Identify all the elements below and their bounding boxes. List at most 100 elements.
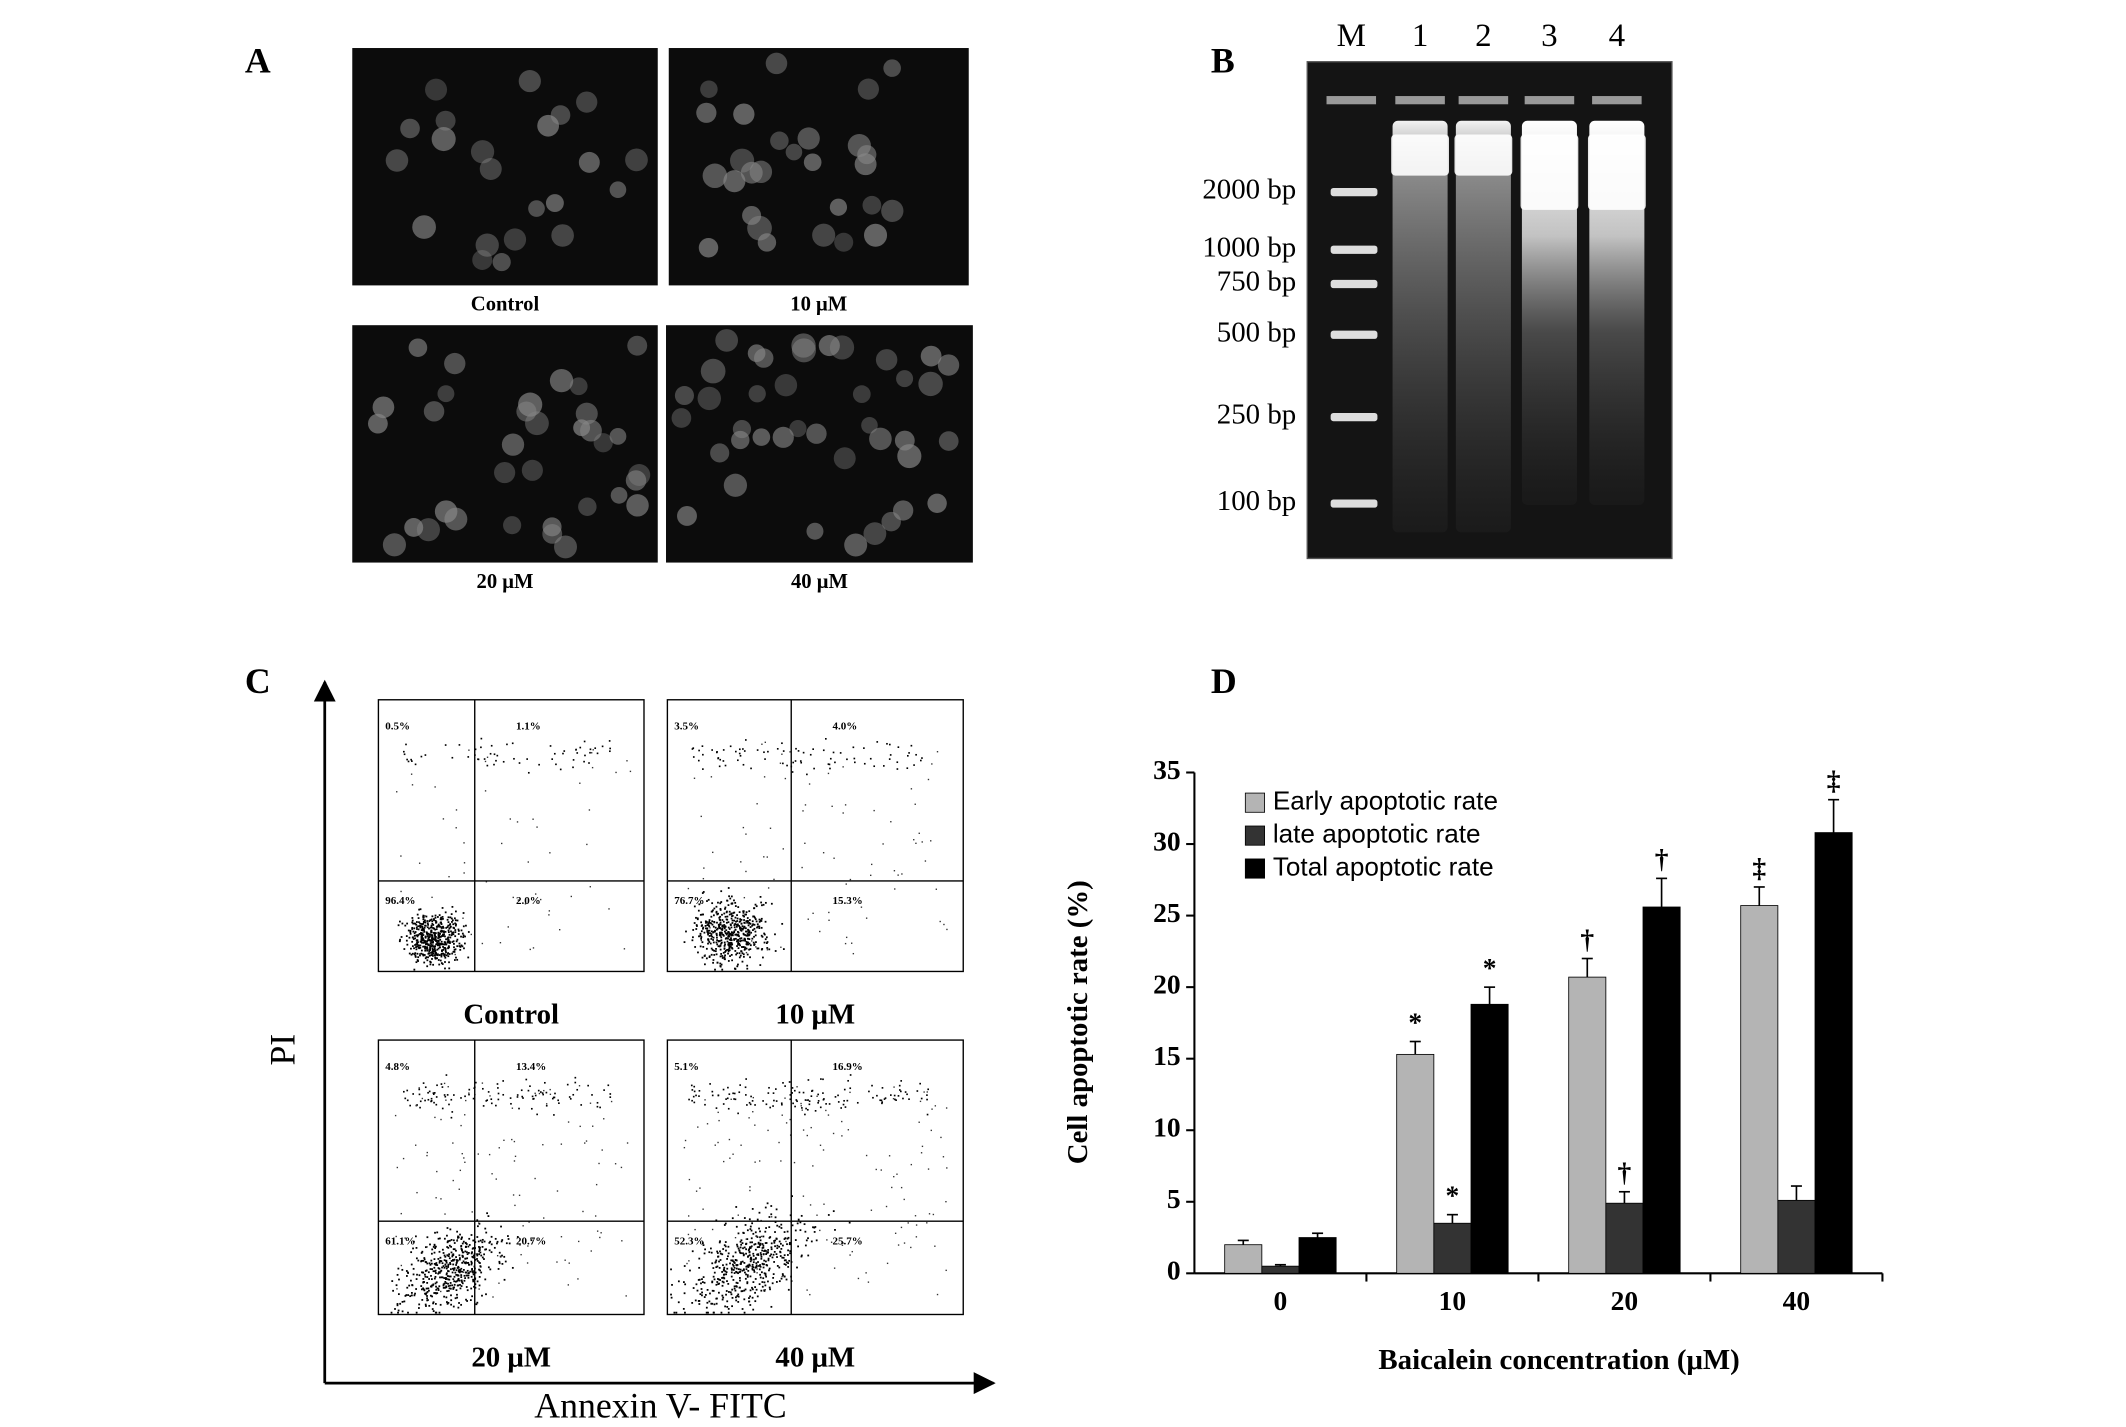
event-dot [766, 949, 769, 951]
event-dot [750, 1095, 752, 1098]
cell [789, 420, 807, 438]
event-dot [438, 963, 441, 966]
cell [609, 428, 627, 445]
quadrant-percent: 52.3% [674, 1235, 704, 1247]
event-dot [414, 922, 417, 925]
event-dot [427, 936, 430, 939]
event-dot [432, 948, 434, 951]
event-dot [436, 916, 439, 918]
event-dot [841, 1244, 844, 1246]
event-dot [748, 1250, 751, 1253]
flow-plot: 4.8% 13.4%61.1% 20.7% [377, 1039, 645, 1316]
event-dot [726, 949, 728, 951]
event-dot [429, 945, 432, 947]
event-dot [742, 1269, 745, 1271]
event-dot [416, 1273, 418, 1276]
event-dot [766, 941, 769, 943]
event-dot [457, 929, 460, 932]
event-dot [744, 934, 747, 936]
event-dot [787, 1266, 790, 1268]
event-dot [437, 1258, 440, 1260]
event-dot [464, 1114, 466, 1116]
event-dot [725, 1249, 727, 1252]
event-dot [490, 1251, 493, 1254]
event-dot [697, 759, 700, 762]
event-dot [791, 1195, 793, 1198]
event-dot [426, 1236, 429, 1239]
event-dot [562, 752, 564, 755]
event-dot [460, 1303, 463, 1306]
y-tick-label: 10 [1153, 1113, 1181, 1143]
significance-mark: † [1618, 1158, 1632, 1188]
event-dot [434, 956, 437, 959]
event-dot [481, 1256, 484, 1259]
cell [844, 533, 868, 557]
cell [829, 198, 848, 216]
event-dot [485, 1231, 488, 1234]
event-dot [697, 1126, 699, 1128]
event-dot [440, 955, 443, 958]
event-dot [737, 1295, 740, 1298]
event-dot [730, 1293, 733, 1296]
event-dot [453, 927, 456, 930]
event-dot [759, 1239, 762, 1242]
event-dot [743, 922, 746, 924]
event-dot [438, 944, 441, 947]
event-dot [450, 1245, 453, 1248]
event-dot [880, 1099, 883, 1102]
event-dot [744, 939, 747, 942]
lane-label: 3 [1541, 18, 1558, 54]
event-dot [756, 1236, 759, 1238]
event-dot [677, 1301, 680, 1304]
event-dot [724, 906, 727, 909]
event-dot [516, 1236, 519, 1238]
event-dot [695, 1283, 698, 1286]
cell [385, 149, 409, 172]
event-dot [454, 922, 457, 925]
event-dot [436, 1231, 439, 1234]
event-dot [587, 1084, 589, 1087]
dna-band [1454, 134, 1513, 176]
event-dot [460, 929, 463, 932]
event-dot [751, 1222, 754, 1225]
event-dot [457, 1265, 460, 1268]
event-dot [450, 930, 452, 933]
event-dot [418, 1274, 421, 1277]
event-dot [764, 1289, 766, 1291]
event-dot [400, 936, 403, 938]
event-dot [675, 1311, 678, 1314]
event-dot [404, 924, 407, 927]
event-dot [784, 1097, 786, 1099]
event-dot [423, 1281, 425, 1283]
event-dot [746, 934, 749, 937]
event-dot [424, 949, 427, 952]
event-dot [779, 1255, 782, 1257]
event-dot [687, 887, 690, 890]
event-dot [418, 1307, 420, 1309]
event-dot [413, 927, 416, 930]
quadrant-percent: 2.0% [516, 895, 541, 907]
event-dot [431, 939, 434, 942]
event-dot [438, 1267, 441, 1270]
event-dot [460, 944, 463, 947]
event-dot [750, 767, 752, 770]
event-dot [732, 1153, 734, 1155]
event-dot [609, 1096, 612, 1098]
event-dot [544, 1081, 546, 1084]
event-dot [741, 928, 744, 931]
event-dot [476, 1280, 479, 1283]
event-dot [762, 1253, 765, 1255]
event-dot [796, 1086, 798, 1088]
event-dot [549, 852, 551, 854]
event-dot [807, 1237, 809, 1240]
event-dot [462, 1271, 465, 1273]
event-dot [734, 923, 736, 925]
event-dot [397, 1293, 400, 1296]
event-dot [800, 1255, 803, 1258]
event-dot [458, 942, 461, 945]
event-dot [427, 939, 429, 942]
event-dot [822, 1092, 824, 1094]
event-dot [468, 1092, 470, 1094]
event-dot [516, 1094, 519, 1096]
